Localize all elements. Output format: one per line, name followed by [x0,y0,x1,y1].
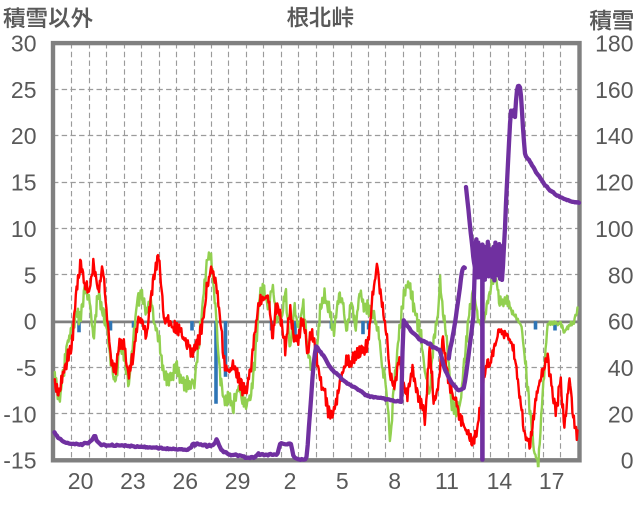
svg-text:80: 80 [608,262,634,288]
svg-text:23: 23 [120,468,146,494]
svg-text:17: 17 [539,468,565,494]
svg-text:20: 20 [608,401,634,427]
svg-text:-15: -15 [3,448,36,474]
svg-text:180: 180 [595,31,633,57]
svg-text:26: 26 [173,468,199,494]
svg-text:100: 100 [595,216,633,242]
svg-text:20: 20 [11,123,37,149]
svg-text:120: 120 [595,170,633,196]
svg-text:40: 40 [608,355,634,381]
svg-text:15: 15 [11,170,37,196]
svg-text:-10: -10 [3,401,36,427]
svg-text:0: 0 [24,309,37,335]
svg-text:5: 5 [336,468,349,494]
svg-text:2: 2 [284,468,297,494]
svg-text:29: 29 [225,468,251,494]
svg-text:140: 140 [595,123,633,149]
svg-text:25: 25 [11,77,37,103]
svg-text:0: 0 [621,448,634,474]
svg-text:60: 60 [608,309,634,335]
svg-text:30: 30 [11,31,37,57]
svg-text:14: 14 [487,468,513,494]
svg-text:20: 20 [68,468,94,494]
svg-text:10: 10 [11,216,37,242]
svg-text:160: 160 [595,77,633,103]
svg-text:5: 5 [24,262,37,288]
svg-text:11: 11 [435,468,459,494]
svg-text:-5: -5 [16,355,36,381]
svg-text:8: 8 [388,468,401,494]
